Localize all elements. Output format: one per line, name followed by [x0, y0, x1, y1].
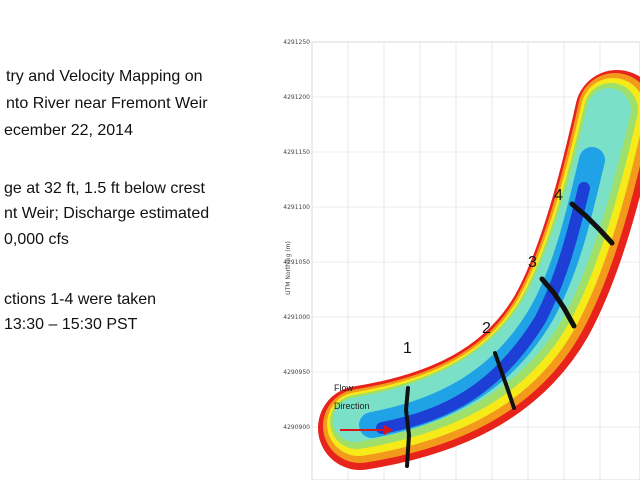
section-label-3: 3 — [528, 254, 537, 271]
transect-line-4 — [569, 201, 615, 246]
river-swath — [318, 70, 640, 470]
conditions-line-3: 0,000 cfs — [4, 231, 69, 248]
flow-label-line-1: Flow — [334, 383, 354, 393]
y-tick-label: 4290900 — [283, 424, 310, 431]
y-tick-labels: 4291250 4291200 4291150 4291100 4291050 … — [283, 39, 310, 431]
transect-line-1 — [403, 386, 412, 468]
title-line-3: ecember 22, 2014 — [4, 122, 133, 139]
title-line-2: nto River near Fremont Weir — [6, 95, 208, 112]
transect-line-2 — [493, 351, 516, 410]
y-tick-label: 4291000 — [283, 314, 310, 321]
y-axis-title: UTM Northing (m) — [285, 241, 292, 295]
flow-arrow-icon — [340, 425, 393, 435]
sections-line-1: ctions 1-4 were taken — [4, 291, 157, 308]
title-line-1: try and Velocity Mapping on — [6, 68, 203, 85]
flow-label-line-2: Direction — [334, 401, 370, 411]
slide-text-panel: try and Velocity Mapping on nto River ne… — [0, 0, 270, 480]
y-tick-label: 4290950 — [283, 369, 310, 376]
bathymetry-plot: 4291250 4291200 4291150 4291100 4291050 … — [262, 30, 640, 480]
bathymetry-svg: 4291250 4291200 4291150 4291100 4291050 … — [283, 39, 640, 480]
y-tick-label: 4291250 — [283, 39, 310, 46]
y-tick-label: 4291200 — [283, 94, 310, 101]
sections-line-2: 13:30 – 15:30 PST — [4, 316, 138, 333]
conditions-line-1: ge at 32 ft, 1.5 ft below crest — [4, 180, 205, 197]
y-tick-label: 4291050 — [283, 259, 310, 266]
y-tick-label: 4291100 — [283, 204, 310, 211]
section-label-1: 1 — [403, 340, 412, 357]
transects — [403, 201, 615, 468]
conditions-line-2: nt Weir; Discharge estimated — [4, 205, 210, 222]
section-label-4: 4 — [554, 187, 563, 204]
y-tick-label: 4291150 — [283, 149, 310, 156]
section-label-2: 2 — [482, 320, 491, 337]
transect-line-3 — [539, 276, 577, 329]
river-thalweg-band — [376, 182, 590, 434]
